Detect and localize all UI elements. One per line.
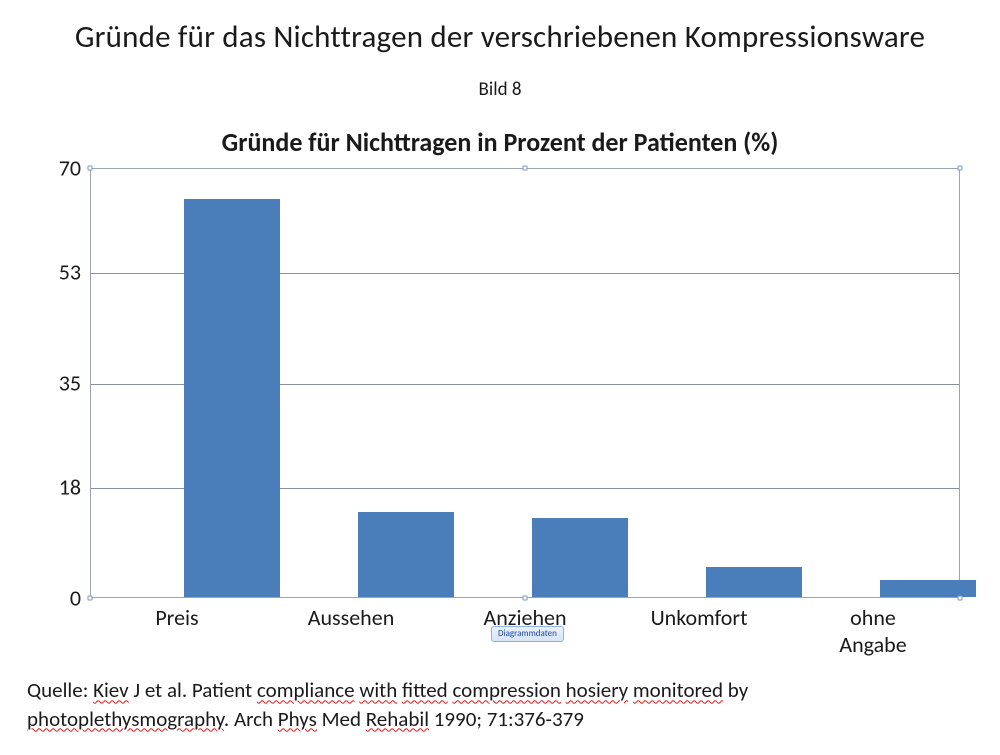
source-word: compliance xyxy=(257,677,355,703)
bar xyxy=(532,518,628,597)
source-text: J et al. Patient xyxy=(129,677,257,703)
selection-handle[interactable] xyxy=(523,166,528,171)
chart-title: Gründe für Nichttragen in Prozent der Pa… xyxy=(0,126,1000,158)
slide-title: Gründe für das Nichttragen der verschrie… xyxy=(0,18,1000,56)
bar xyxy=(184,199,280,597)
bar-chart: 018355370 PreisAussehenAnziehenUnkomfort… xyxy=(35,168,970,638)
x-tick-label: Preis xyxy=(155,604,198,631)
source-text: 1990; 71:376-379 xyxy=(429,706,584,732)
bar xyxy=(706,567,802,597)
selection-handle[interactable] xyxy=(88,166,93,171)
source-word: with xyxy=(359,677,397,703)
x-tick-label: Unkomfort xyxy=(651,604,748,631)
source-word: hosiery xyxy=(566,677,629,703)
y-tick-label: 70 xyxy=(35,155,81,182)
source-text: Med xyxy=(317,706,366,732)
source-text: by xyxy=(723,677,748,703)
source-word: Rehabil xyxy=(366,706,429,732)
bar xyxy=(880,580,976,597)
y-tick-label: 35 xyxy=(35,370,81,397)
source-word: Phys xyxy=(278,706,317,732)
figure-caption: Bild 8 xyxy=(0,78,1000,101)
source-word: compression xyxy=(452,677,560,703)
y-tick-label: 0 xyxy=(35,585,81,612)
source-word: Kiev xyxy=(93,677,129,703)
selection-handle[interactable] xyxy=(958,596,963,601)
source-word: monitored xyxy=(633,677,723,703)
selection-handle[interactable] xyxy=(88,596,93,601)
x-tick-label: Aussehen xyxy=(308,604,395,631)
x-tick-label: ohne Angabe xyxy=(825,604,922,658)
selection-handle[interactable] xyxy=(958,166,963,171)
bar xyxy=(358,512,454,597)
y-tick-label: 18 xyxy=(35,474,81,501)
bars-layer xyxy=(90,168,960,598)
chart-data-tooltip[interactable]: Diagrammdaten xyxy=(491,626,564,642)
slide: Gründe für das Nichttragen der verschrie… xyxy=(0,0,1000,755)
y-tick-label: 53 xyxy=(35,259,81,286)
source-word: photoplethysmography xyxy=(27,706,224,732)
source-prefix: Quelle: xyxy=(27,677,93,703)
source-word: fitted xyxy=(402,677,448,703)
source-citation: Quelle: Kiev J et al. Patient compliance… xyxy=(27,676,947,733)
selection-handle[interactable] xyxy=(523,596,528,601)
source-text: . Arch xyxy=(224,706,278,732)
